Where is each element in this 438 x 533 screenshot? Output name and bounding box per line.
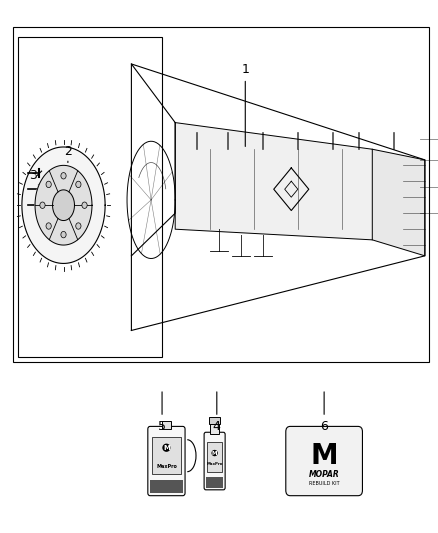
Bar	[209, 417, 220, 424]
Bar	[152, 437, 180, 474]
Circle shape	[61, 173, 66, 179]
Text: 1: 1	[241, 63, 249, 147]
Polygon shape	[372, 149, 425, 256]
Bar	[13, 27, 429, 362]
Polygon shape	[22, 147, 105, 263]
Text: 3: 3	[29, 169, 44, 184]
Text: 4: 4	[213, 392, 221, 433]
Polygon shape	[53, 190, 74, 221]
Bar	[150, 480, 183, 493]
Bar	[207, 442, 222, 472]
Circle shape	[46, 181, 51, 188]
Circle shape	[82, 202, 87, 208]
Circle shape	[46, 223, 51, 229]
FancyBboxPatch shape	[148, 426, 185, 496]
FancyBboxPatch shape	[286, 426, 362, 496]
Circle shape	[76, 223, 81, 229]
Text: M: M	[163, 445, 170, 451]
Bar	[206, 477, 223, 488]
Text: 2: 2	[64, 146, 72, 163]
Circle shape	[61, 231, 66, 238]
Bar	[162, 421, 171, 429]
Text: REBUILD KIT: REBUILD KIT	[309, 481, 339, 486]
Circle shape	[76, 181, 81, 188]
Text: 6: 6	[320, 392, 328, 433]
Text: MOPAR: MOPAR	[309, 470, 339, 479]
Text: MaxPro: MaxPro	[156, 464, 177, 469]
Circle shape	[40, 202, 45, 208]
Text: MaxPro: MaxPro	[206, 462, 223, 466]
FancyBboxPatch shape	[204, 432, 225, 490]
Polygon shape	[35, 165, 92, 245]
Text: M: M	[310, 442, 338, 470]
Bar	[210, 424, 219, 434]
Polygon shape	[175, 123, 372, 240]
Text: 5: 5	[158, 392, 166, 433]
Text: M: M	[212, 450, 217, 456]
Bar	[18, 37, 162, 357]
